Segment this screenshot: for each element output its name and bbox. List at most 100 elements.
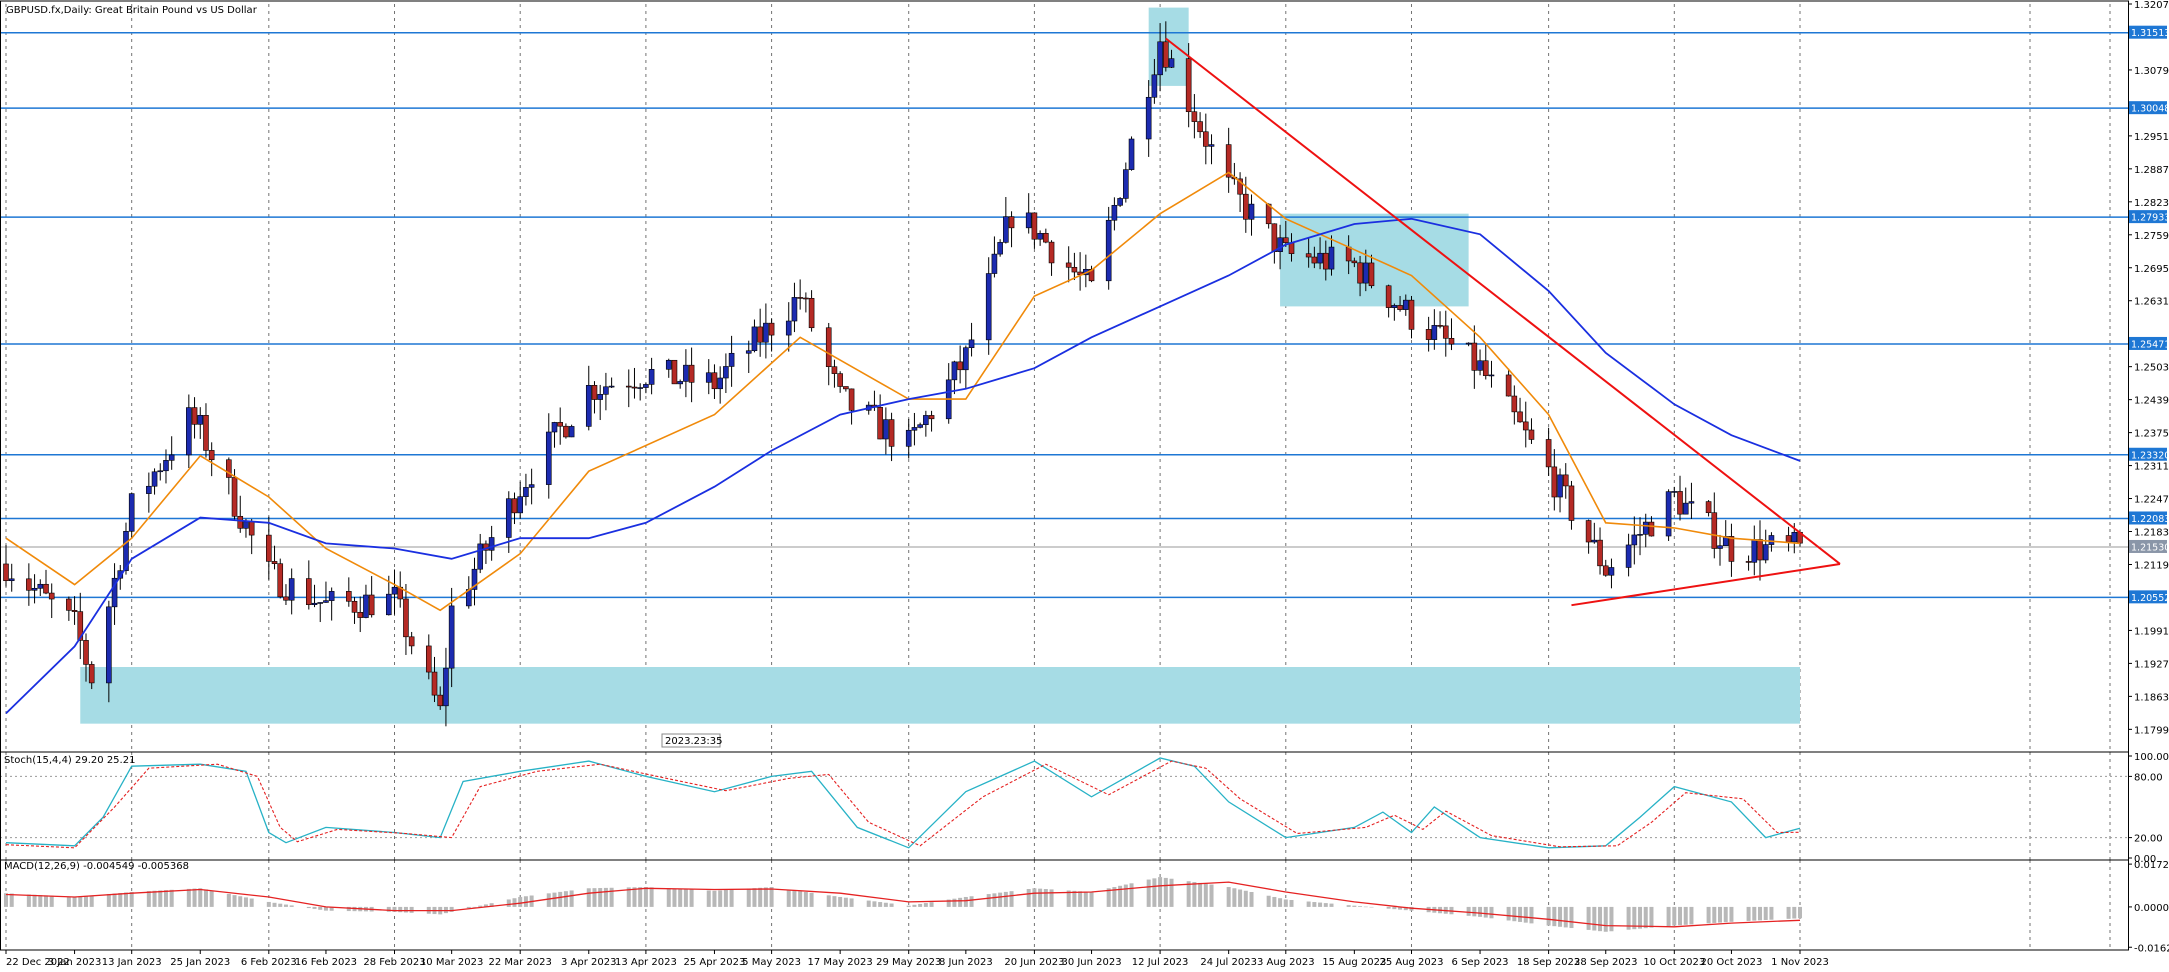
macd-bar-58 bbox=[472, 906, 477, 908]
macd-bar-12 bbox=[106, 893, 111, 907]
candle-body-132 bbox=[1065, 262, 1072, 268]
candle-body-38 bbox=[311, 602, 318, 605]
candle-body-99 bbox=[797, 297, 803, 299]
price-tick-label-17: 1.18630 bbox=[2134, 692, 2169, 703]
macd-bar-211 bbox=[1689, 906, 1694, 925]
trendline-1[interactable] bbox=[1571, 562, 1841, 607]
level-badge-0-bg bbox=[2129, 25, 2167, 39]
candle-body-68 bbox=[551, 422, 558, 433]
candle-body-123 bbox=[991, 253, 998, 274]
candle-body-94 bbox=[757, 326, 763, 343]
macd-bar-47 bbox=[386, 906, 391, 912]
macd-bar-99 bbox=[798, 891, 803, 907]
price-tick-label-7: 1.26310 bbox=[2134, 297, 2169, 308]
candle-body-7 bbox=[66, 598, 72, 611]
macd-bar-4 bbox=[38, 895, 43, 907]
candle-body-19 bbox=[157, 470, 164, 473]
price-tick-label-0: 1.32070 bbox=[2134, 0, 2169, 11]
candle-body-76 bbox=[608, 385, 615, 388]
macd-bar-156 bbox=[1249, 892, 1254, 907]
macd-bar-102 bbox=[826, 895, 831, 907]
macd-bar-133 bbox=[1072, 890, 1077, 907]
time-tick-label-3: 25 Jan 2023 bbox=[170, 957, 230, 968]
candle-body-197 bbox=[1585, 520, 1592, 543]
macd-bar-79 bbox=[638, 887, 643, 907]
candle-body-13 bbox=[111, 577, 118, 608]
macd-bar-21 bbox=[169, 889, 174, 907]
level-badge-6: 1.20552 bbox=[2131, 593, 2169, 604]
candle-body-180 bbox=[1442, 325, 1449, 339]
macd-bar-128 bbox=[1032, 888, 1037, 907]
candle-body-152 bbox=[1225, 144, 1232, 178]
macd-bar-164 bbox=[1318, 902, 1323, 907]
candle-body-17 bbox=[146, 485, 152, 494]
macd-bar-173 bbox=[1392, 906, 1397, 910]
time-tick-label-7: 10 Mar 2023 bbox=[420, 957, 483, 968]
macd-bar-171 bbox=[1369, 906, 1374, 908]
macd-bar-76 bbox=[609, 887, 614, 907]
macd-bar-123 bbox=[992, 893, 997, 907]
level-badge-4-bg bbox=[2129, 447, 2167, 461]
macd-bar-101 bbox=[809, 892, 814, 907]
macd-bar-142 bbox=[1146, 879, 1151, 907]
candle-body-56 bbox=[448, 605, 455, 669]
candle-body-84 bbox=[677, 381, 683, 385]
candle-body-58 bbox=[471, 568, 478, 590]
candle-body-185 bbox=[1482, 360, 1489, 376]
level-badge-2: 1.27933 bbox=[2131, 213, 2169, 224]
macd-bar-224 bbox=[1798, 906, 1802, 919]
candle-body-138 bbox=[1111, 204, 1118, 221]
trendlines[interactable] bbox=[1165, 37, 1841, 607]
macd-bar-107 bbox=[866, 900, 871, 907]
candle-body-97 bbox=[785, 320, 792, 336]
time-tick-label-5: 16 Feb 2023 bbox=[295, 957, 357, 968]
candle-body-3 bbox=[31, 587, 38, 591]
macd-tick-label-0: 0.017218 bbox=[2134, 860, 2169, 871]
macd-bar-201 bbox=[1609, 906, 1614, 932]
macd-bar-34 bbox=[278, 903, 283, 907]
price-tick-label-6: 1.26950 bbox=[2134, 264, 2169, 275]
macd-bar-120 bbox=[963, 896, 968, 907]
macd-bar-56 bbox=[449, 906, 454, 912]
grid bbox=[5, 4, 2111, 950]
macd-bar-174 bbox=[1398, 906, 1403, 910]
macd-bar-125 bbox=[1003, 891, 1008, 907]
candle-body-115 bbox=[923, 415, 929, 426]
candle-body-6 bbox=[48, 592, 55, 600]
candle-body-20 bbox=[163, 460, 169, 472]
macd-bar-206 bbox=[1649, 906, 1654, 928]
macd-bar-41 bbox=[329, 906, 334, 911]
macd-bar-32 bbox=[266, 901, 271, 907]
trendline-0[interactable] bbox=[1165, 37, 1841, 565]
macd-bar-132 bbox=[1066, 890, 1071, 907]
candle-body-214 bbox=[1717, 545, 1723, 549]
candle-body-187 bbox=[1505, 374, 1512, 397]
candle-body-77 bbox=[625, 385, 632, 388]
macd-bar-49 bbox=[398, 906, 403, 913]
candle-body-145 bbox=[1163, 41, 1169, 68]
macd-bar-62 bbox=[506, 899, 511, 907]
macd-bar-222 bbox=[1786, 906, 1791, 919]
macd-bar-20 bbox=[163, 890, 168, 907]
candle-body-196 bbox=[1568, 485, 1575, 521]
time-tick-label-21: 15 Aug 2023 bbox=[1322, 957, 1386, 968]
candle-body-41 bbox=[328, 591, 335, 601]
macd-bar-63 bbox=[512, 898, 517, 907]
time-tick-label-26: 10 Oct 2023 bbox=[1643, 957, 1705, 968]
candle-body-194 bbox=[1557, 474, 1563, 498]
macd-bar-218 bbox=[1752, 906, 1757, 921]
current-price-badge-bg bbox=[2129, 539, 2167, 553]
price-tick-label-5: 1.27590 bbox=[2134, 231, 2169, 242]
macd-bar-85 bbox=[683, 889, 688, 907]
time-tick-label-4: 6 Feb 2023 bbox=[241, 957, 297, 968]
macd-bar-110 bbox=[883, 902, 888, 907]
macd-bar-192 bbox=[1546, 906, 1551, 926]
macd-bar-83 bbox=[672, 888, 677, 907]
macd-bar-57 bbox=[466, 906, 471, 909]
macd-bar-72 bbox=[586, 888, 591, 907]
stoch-tick-label-3: 0.00 bbox=[2134, 854, 2156, 865]
macd-bar-64 bbox=[518, 896, 523, 907]
countdown-timer: 2023.23:35 bbox=[661, 733, 722, 748]
price-tick-label-11: 1.23110 bbox=[2134, 462, 2169, 473]
